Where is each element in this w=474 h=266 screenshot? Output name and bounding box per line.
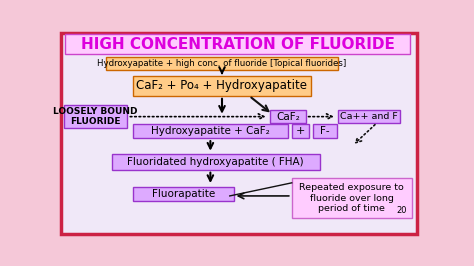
FancyBboxPatch shape [64,105,128,128]
Text: Ca++ and F: Ca++ and F [340,112,398,121]
Text: Hydroxyapatite + CaF₂: Hydroxyapatite + CaF₂ [151,126,270,136]
Text: Hydroxyapatite + high conc. of fluoride [Topical fluorides]: Hydroxyapatite + high conc. of fluoride … [97,59,346,68]
FancyBboxPatch shape [313,124,337,138]
FancyBboxPatch shape [133,187,234,201]
FancyBboxPatch shape [270,110,306,123]
FancyBboxPatch shape [106,57,338,70]
FancyBboxPatch shape [292,124,309,138]
FancyBboxPatch shape [65,34,410,54]
Text: +: + [296,126,305,136]
Text: F-: F- [320,126,330,136]
FancyBboxPatch shape [133,124,288,138]
FancyBboxPatch shape [133,76,311,96]
FancyBboxPatch shape [338,110,400,123]
Text: HIGH CONCENTRATION OF FLUORIDE: HIGH CONCENTRATION OF FLUORIDE [81,37,394,52]
Text: Repeated exposure to
fluoride over long
period of time: Repeated exposure to fluoride over long … [300,183,404,213]
Text: 20: 20 [396,206,406,215]
Text: CaF₂ + Po₄ + Hydroxyapatite: CaF₂ + Po₄ + Hydroxyapatite [137,79,308,92]
FancyBboxPatch shape [61,34,417,234]
Text: LOOSELY BOUND
FLUORIDE: LOOSELY BOUND FLUORIDE [54,107,138,126]
Text: Fluoridated hydroxyapatite ( FHA): Fluoridated hydroxyapatite ( FHA) [128,157,304,167]
Text: Fluorapatite: Fluorapatite [152,189,215,199]
FancyBboxPatch shape [112,154,319,170]
FancyBboxPatch shape [292,178,412,218]
Text: CaF₂: CaF₂ [276,112,300,122]
